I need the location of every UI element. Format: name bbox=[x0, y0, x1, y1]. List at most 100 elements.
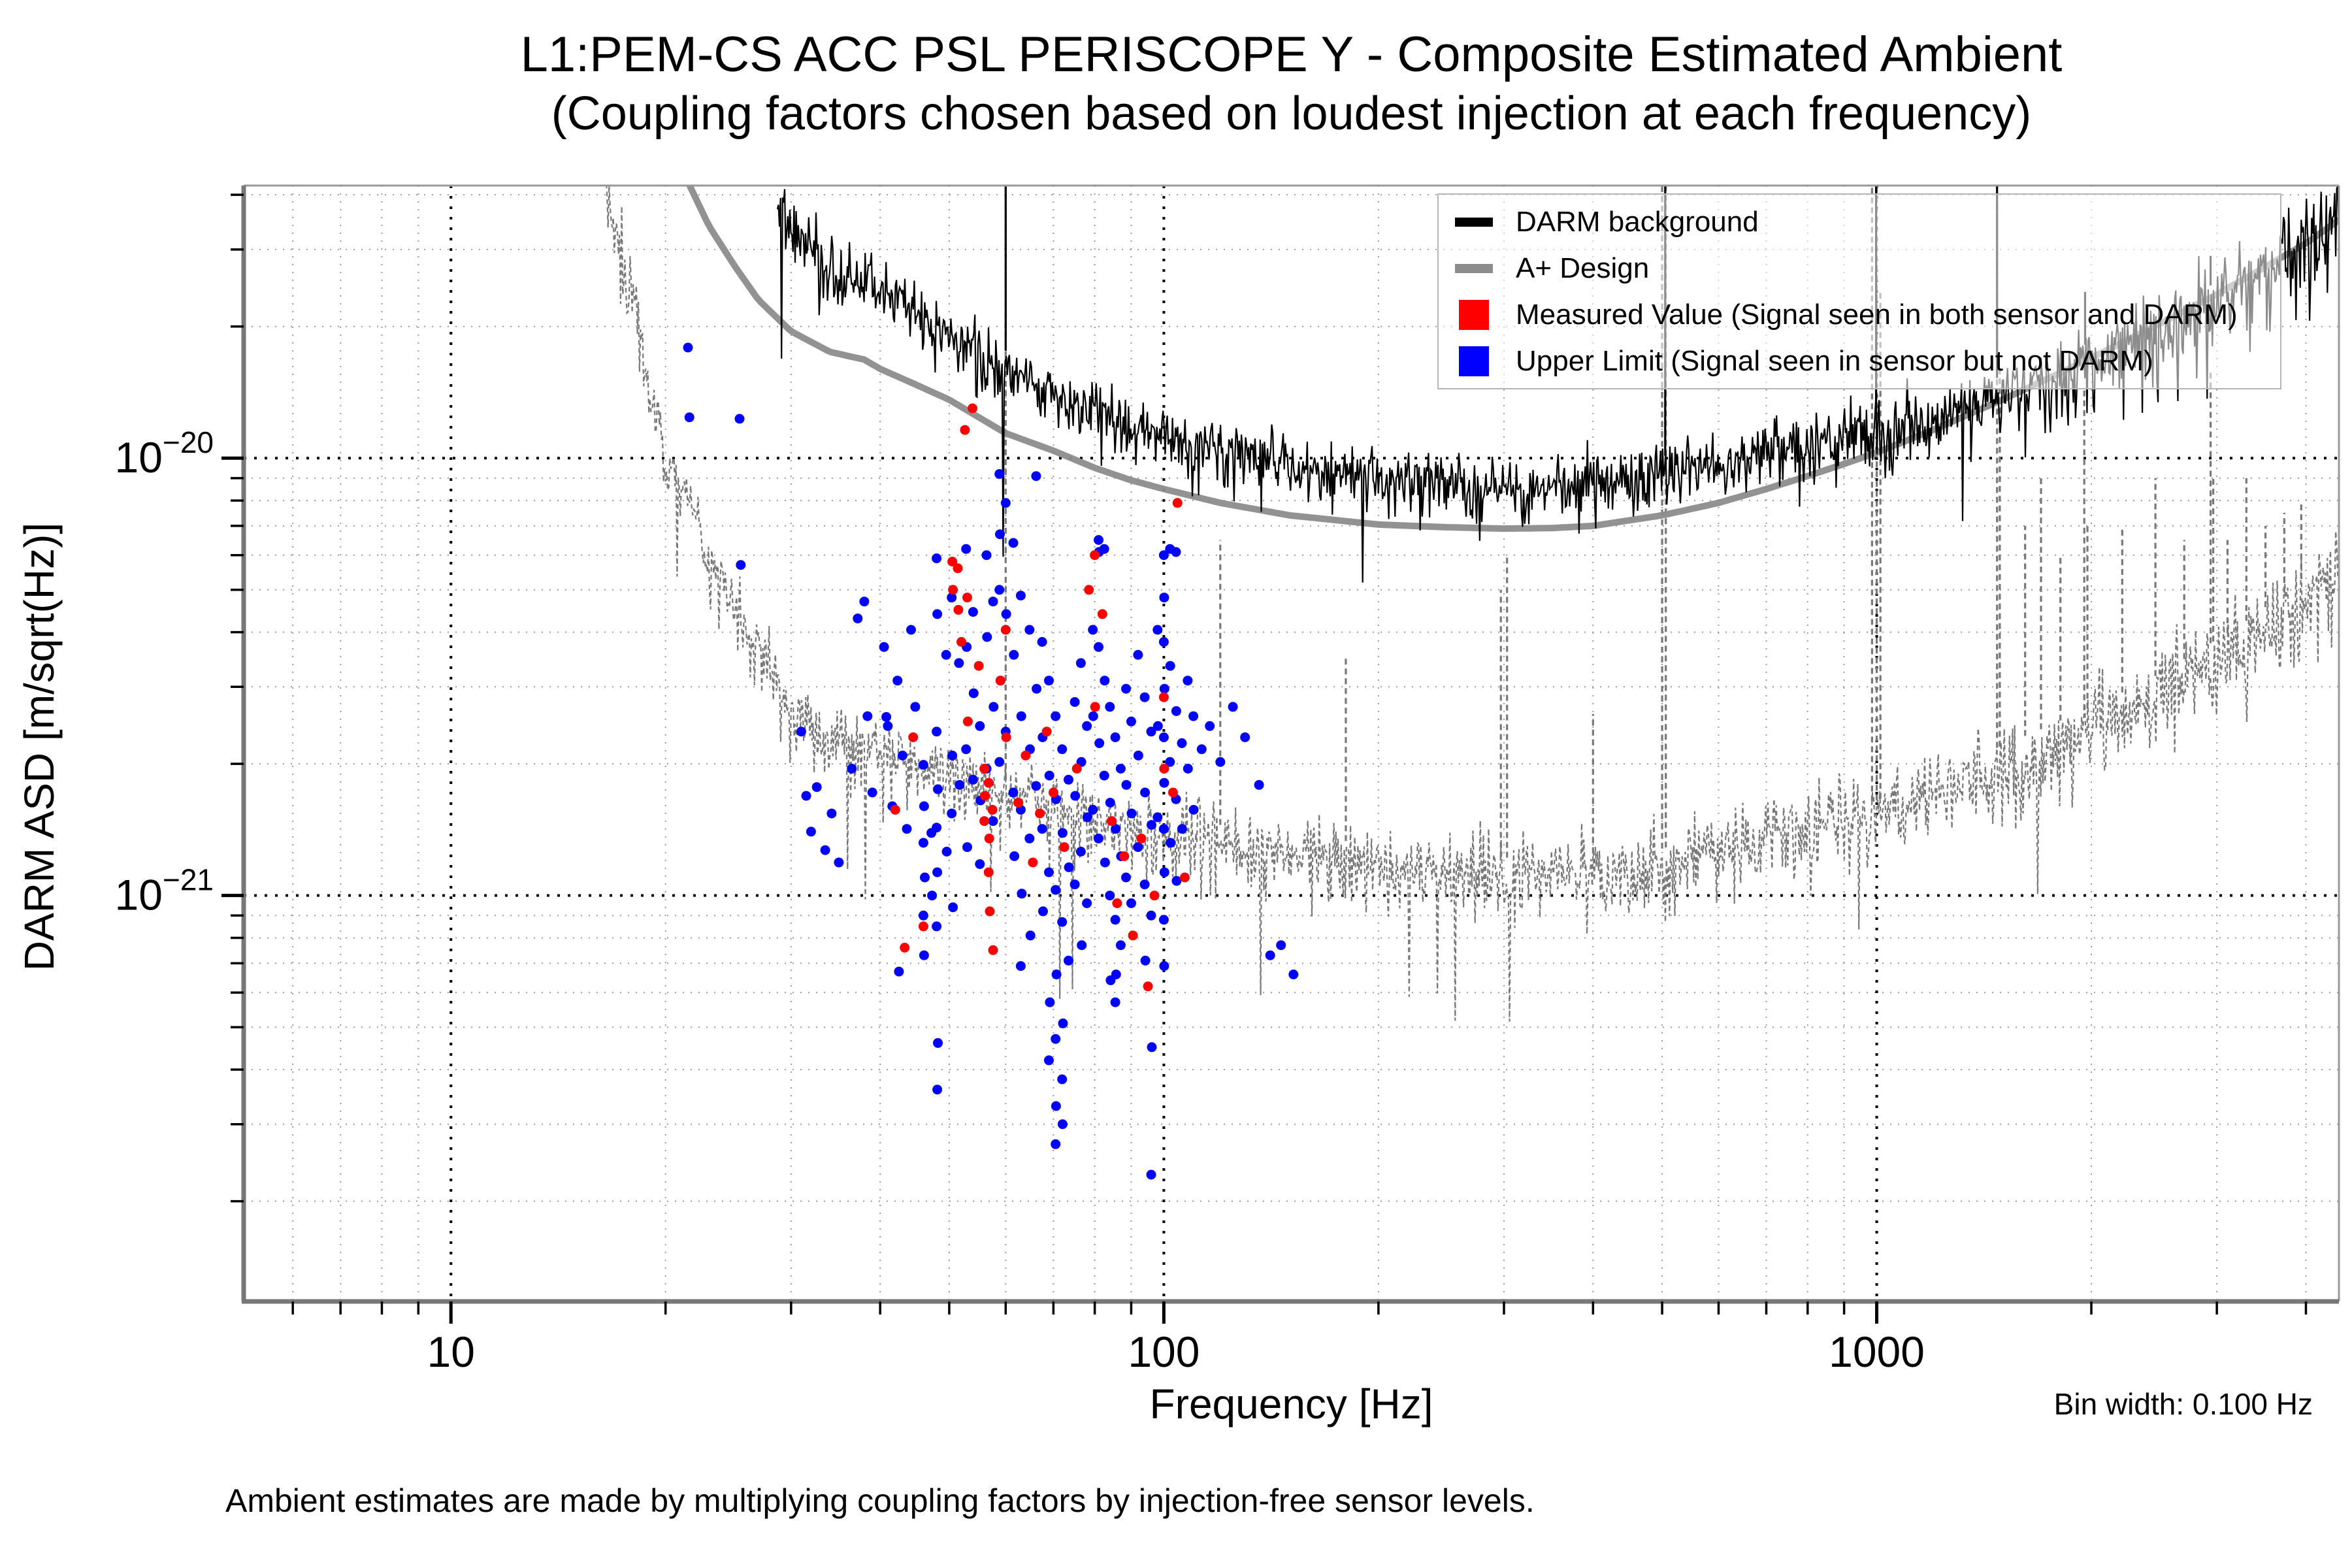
scatter-point bbox=[1044, 867, 1054, 877]
scatter-point bbox=[962, 842, 972, 853]
scatter-point bbox=[683, 342, 693, 353]
scatter-point bbox=[1048, 787, 1058, 798]
scatter-point bbox=[983, 777, 994, 788]
scatter-point bbox=[1099, 770, 1109, 781]
scatter-point bbox=[1070, 791, 1081, 801]
scatter-point bbox=[1146, 910, 1156, 921]
scatter-point bbox=[847, 764, 857, 774]
scatter-point bbox=[995, 676, 1005, 686]
scatter-point bbox=[1094, 642, 1103, 652]
scatter-point bbox=[1064, 774, 1073, 785]
scatter-point bbox=[973, 661, 984, 671]
scatter-point bbox=[1037, 824, 1047, 834]
chart-title: L1:PEM-CS ACC PSL PERISCOPE Y - Composit… bbox=[244, 25, 2339, 143]
scatter-point bbox=[994, 585, 1005, 595]
scatter-point bbox=[1115, 764, 1126, 774]
scatter-point bbox=[897, 750, 907, 760]
scatter-point bbox=[947, 750, 958, 760]
scatter-point bbox=[918, 921, 928, 932]
scatter-point bbox=[1090, 550, 1100, 561]
scatter-point bbox=[1059, 842, 1070, 853]
scatter-point bbox=[932, 921, 942, 932]
scatter-point bbox=[968, 403, 977, 414]
scatter-point bbox=[1171, 875, 1182, 886]
scatter-point bbox=[796, 727, 806, 737]
scatter-point bbox=[975, 721, 985, 731]
scatter-point bbox=[1183, 676, 1193, 686]
scatter-point bbox=[1159, 867, 1169, 877]
scatter-point bbox=[1215, 757, 1226, 767]
scatter-point bbox=[994, 757, 1005, 767]
scatter-point bbox=[1136, 833, 1147, 843]
scatter-point bbox=[988, 596, 998, 607]
legend-label: DARM background bbox=[1516, 205, 1759, 238]
scatter-point bbox=[1051, 1034, 1061, 1044]
scatter-point bbox=[1077, 940, 1087, 951]
scatter-point bbox=[1133, 842, 1143, 853]
scatter-point bbox=[920, 872, 930, 883]
scatter-point bbox=[1028, 857, 1038, 868]
scatter-point bbox=[1111, 970, 1121, 979]
scatter-point bbox=[1008, 787, 1019, 798]
scatter-point bbox=[941, 847, 952, 857]
scatter-point bbox=[734, 414, 745, 424]
scatter-point bbox=[883, 721, 893, 731]
scatter-point bbox=[968, 774, 978, 785]
scatter-point bbox=[1146, 727, 1156, 737]
scatter-point bbox=[1139, 692, 1150, 702]
scatter-point bbox=[1070, 879, 1080, 890]
scatter-point bbox=[1057, 828, 1068, 838]
y-tick-label: 10−20 bbox=[115, 425, 214, 482]
scatter-point bbox=[1017, 889, 1027, 899]
scatter-point bbox=[994, 469, 1005, 479]
scatter-point bbox=[1179, 872, 1190, 883]
scatter-point bbox=[820, 845, 830, 855]
scatter-point bbox=[1084, 585, 1094, 595]
scatter-point bbox=[1133, 649, 1143, 660]
legend-item-2: Measured Value (Signal seen in both sens… bbox=[1450, 299, 2274, 331]
scatter-point bbox=[932, 867, 943, 877]
scatter-point bbox=[1240, 732, 1250, 742]
scatter-point bbox=[933, 1037, 943, 1048]
scatter-point bbox=[1088, 805, 1098, 815]
scatter-point bbox=[1183, 764, 1193, 774]
scatter-point bbox=[1064, 955, 1073, 966]
y-tick-label: 10−21 bbox=[115, 863, 214, 919]
scatter-point bbox=[947, 808, 957, 819]
scatter-point bbox=[1146, 1169, 1156, 1180]
scatter-point bbox=[953, 604, 964, 615]
scatter-point bbox=[995, 529, 1005, 540]
footnote: Ambient estimates are made by multiplyin… bbox=[225, 1482, 1535, 1519]
scatter-point bbox=[1105, 798, 1115, 808]
scatter-point bbox=[1100, 857, 1110, 868]
scatter-point bbox=[862, 711, 873, 721]
scatter-point bbox=[1044, 770, 1054, 781]
scatter-point bbox=[1158, 732, 1169, 742]
scatter-point bbox=[983, 867, 994, 877]
scatter-point bbox=[953, 563, 963, 574]
scatter-point bbox=[801, 791, 811, 801]
scatter-point bbox=[1051, 1139, 1061, 1149]
scatter-point bbox=[1165, 757, 1175, 767]
scatter-point bbox=[1100, 676, 1110, 686]
scatter-point bbox=[981, 550, 992, 561]
scatter-point bbox=[1044, 676, 1054, 686]
scatter-point bbox=[1057, 917, 1068, 927]
gridlines bbox=[244, 186, 2339, 1301]
scatter-point bbox=[988, 945, 998, 955]
scatter-point bbox=[1057, 1074, 1068, 1085]
scatter-point bbox=[961, 544, 972, 554]
scatter-point bbox=[1013, 798, 1024, 808]
scatter-point bbox=[1158, 824, 1169, 834]
scatter-point bbox=[918, 760, 928, 770]
scatter-point bbox=[1158, 915, 1169, 925]
legend-swatch-wrap bbox=[1450, 263, 1497, 273]
scatter-point bbox=[1276, 940, 1286, 951]
scatter-point bbox=[984, 833, 994, 843]
scatter-point bbox=[1126, 808, 1137, 819]
tick-labels: 10 100 1000 10−20 10−21 bbox=[115, 425, 1925, 1376]
scatter-point bbox=[956, 637, 966, 647]
scatter-point bbox=[1088, 625, 1098, 635]
scatter-point bbox=[1171, 706, 1181, 716]
